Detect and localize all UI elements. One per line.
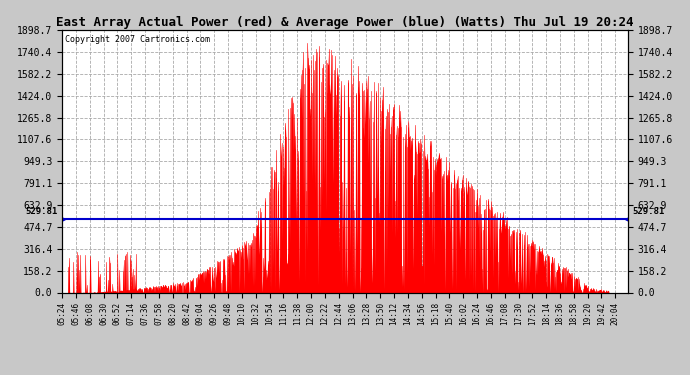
Text: Copyright 2007 Cartronics.com: Copyright 2007 Cartronics.com [65, 35, 210, 44]
Title: East Array Actual Power (red) & Average Power (blue) (Watts) Thu Jul 19 20:24: East Array Actual Power (red) & Average … [57, 16, 633, 29]
Text: 529.81: 529.81 [26, 207, 58, 216]
Text: 529.81: 529.81 [632, 207, 664, 216]
